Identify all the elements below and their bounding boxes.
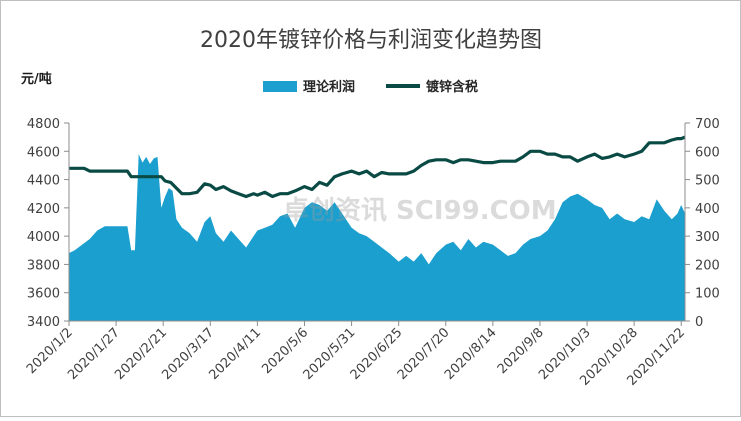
right-tick-label: 700 <box>695 117 720 132</box>
legend-swatch-profit <box>263 81 297 92</box>
left-axis-unit: 元/吨 <box>21 71 52 87</box>
watermark: 卓创资讯 SCI99.COM <box>283 196 557 226</box>
right-tick-label: 400 <box>695 202 720 217</box>
series-area-profit <box>69 154 685 321</box>
right-tick-label: 600 <box>695 145 720 160</box>
left-tick-label: 3400 <box>27 315 60 330</box>
right-tick-label: 100 <box>695 287 720 302</box>
left-tick-label: 4800 <box>27 117 60 132</box>
legend-label-profit: 理论利润 <box>303 79 355 95</box>
left-tick-label: 4400 <box>27 174 60 189</box>
plot-area <box>69 135 686 321</box>
right-tick-label: 500 <box>695 174 720 189</box>
watermark-text: 卓创资讯 SCI99.COM <box>283 196 557 226</box>
right-tick-label: 300 <box>695 230 720 245</box>
legend-label-price: 镀锌含税 <box>426 79 478 95</box>
right-tick-label: 0 <box>695 315 703 330</box>
right-tick-label: 200 <box>695 258 720 273</box>
series-line-price <box>69 135 686 199</box>
left-tick-label: 4600 <box>27 145 60 160</box>
chart-title: 2020年镀锌价格与利润变化趋势图 <box>200 28 542 53</box>
legend: 理论利润 镀锌含税 <box>263 79 478 95</box>
left-tick-label: 3600 <box>27 287 60 302</box>
left-tick-label: 4200 <box>27 202 60 217</box>
left-tick-label: 3800 <box>27 258 60 273</box>
left-tick-label: 4000 <box>27 230 60 245</box>
